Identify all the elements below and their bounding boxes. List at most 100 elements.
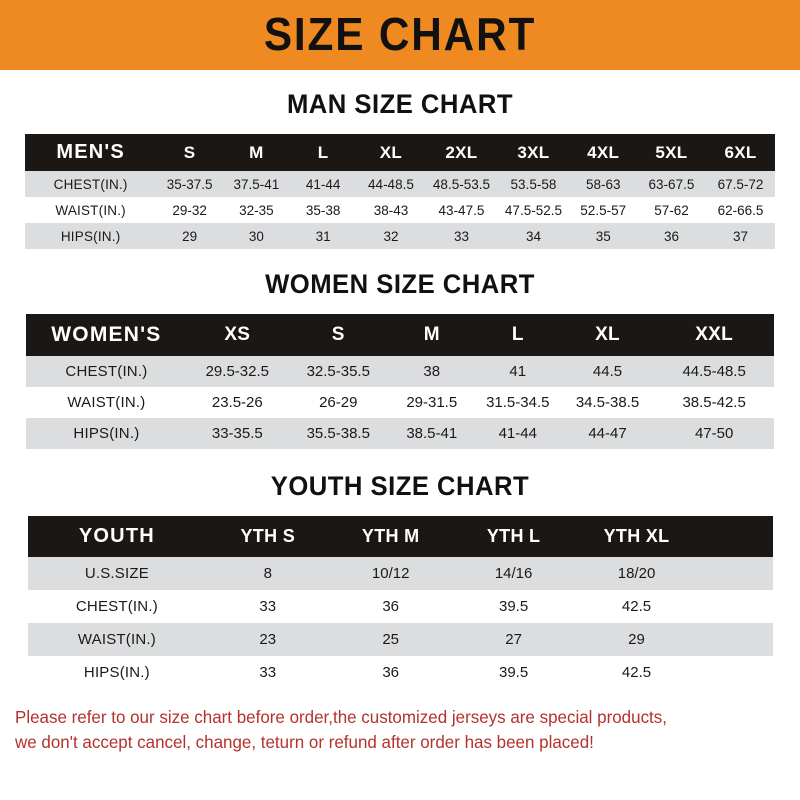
women-cell: 26-29 [287, 387, 389, 418]
youth-header-label: YOUTH [27, 516, 207, 557]
women-col-header: M [388, 314, 475, 356]
men-col-header: 5XL [636, 134, 706, 171]
women-cell: 44.5-48.5 [654, 356, 774, 387]
youth-header-row: YOUTH YTH S YTH M YTH L YTH XL [27, 516, 773, 557]
men-row-label: WAIST(IN.) [25, 197, 157, 223]
youth-cell-spacer [697, 557, 773, 590]
youth-cell-spacer [697, 590, 773, 623]
men-row-label: HIPS(IN.) [25, 223, 157, 249]
youth-size-table: YOUTH YTH S YTH M YTH L YTH XL U.S.SIZE … [27, 516, 773, 689]
men-cell: 33 [425, 223, 498, 249]
women-col-header: L [474, 314, 561, 356]
women-cell: 38.5-42.5 [654, 387, 774, 418]
women-row-label: CHEST(IN.) [26, 356, 187, 387]
women-cell: 31.5-34.5 [474, 387, 561, 418]
women-row-label: WAIST(IN.) [26, 387, 187, 418]
women-cell: 35.5-38.5 [287, 418, 389, 449]
youth-cell: 27 [452, 623, 576, 656]
table-row: HIPS(IN.) 33-35.5 35.5-38.5 38.5-41 41-4… [26, 418, 774, 449]
women-cell: 32.5-35.5 [287, 356, 389, 387]
men-header-row: MEN'S S M L XL 2XL 3XL 4XL 5XL 6XL [25, 134, 775, 171]
men-cell: 35 [569, 223, 637, 249]
table-row: WAIST(IN.) 29-32 32-35 35-38 38-43 43-47… [25, 197, 775, 223]
men-cell: 48.5-53.5 [425, 171, 498, 197]
youth-cell: 39.5 [452, 590, 576, 623]
youth-cell: 23 [206, 623, 330, 656]
youth-cell: 14/16 [452, 557, 576, 590]
youth-col-header: YTH S [206, 516, 330, 557]
youth-cell-spacer [697, 656, 773, 689]
youth-size-table-wrap: YOUTH YTH S YTH M YTH L YTH XL U.S.SIZE … [27, 516, 773, 689]
men-row-label: CHEST(IN.) [25, 171, 157, 197]
men-col-header: 3XL [497, 134, 570, 171]
youth-cell: 29 [575, 623, 698, 656]
men-col-header: M [222, 134, 290, 171]
men-col-header: L [289, 134, 357, 171]
youth-row-label: CHEST(IN.) [27, 590, 207, 623]
men-cell: 53.5-58 [497, 171, 570, 197]
men-col-header: XL [356, 134, 426, 171]
table-row: U.S.SIZE 8 10/12 14/16 18/20 [27, 557, 773, 590]
women-cell: 47-50 [654, 418, 774, 449]
men-cell: 67.5-72 [705, 171, 775, 197]
women-size-table-wrap: WOMEN'S XS S M L XL XXL CHEST(IN.) 29.5-… [26, 314, 774, 449]
women-cell: 29-31.5 [388, 387, 475, 418]
table-row: WAIST(IN.) 23 25 27 29 [27, 623, 773, 656]
order-policy-line-2: we don't accept cancel, change, teturn o… [15, 732, 594, 753]
men-cell: 36 [636, 223, 706, 249]
men-cell: 37.5-41 [222, 171, 290, 197]
page-title: SIZE CHART [263, 8, 537, 60]
women-cell: 23.5-26 [186, 387, 288, 418]
youth-cell: 33 [206, 656, 330, 689]
youth-cell: 10/12 [329, 557, 453, 590]
men-cell: 32-35 [222, 197, 290, 223]
youth-cell: 18/20 [575, 557, 698, 590]
women-header-row: WOMEN'S XS S M L XL XXL [26, 314, 774, 356]
table-row: CHEST(IN.) 35-37.5 37.5-41 41-44 44-48.5… [25, 171, 775, 197]
youth-cell: 39.5 [452, 656, 576, 689]
men-col-header: 4XL [569, 134, 637, 171]
youth-cell: 42.5 [575, 590, 698, 623]
section-title-women: WOMEN SIZE CHART [265, 269, 535, 299]
men-cell: 52.5-57 [569, 197, 637, 223]
men-col-header: S [156, 134, 223, 171]
women-cell: 34.5-38.5 [560, 387, 655, 418]
youth-cell: 25 [329, 623, 453, 656]
men-cell: 38-43 [356, 197, 426, 223]
youth-col-header: YTH L [452, 516, 576, 557]
men-cell: 31 [289, 223, 357, 249]
women-col-header: XXL [654, 314, 774, 356]
table-row: HIPS(IN.) 33 36 39.5 42.5 [27, 656, 773, 689]
table-row: WAIST(IN.) 23.5-26 26-29 29-31.5 31.5-34… [26, 387, 774, 418]
men-col-header: 2XL [425, 134, 498, 171]
men-cell: 41-44 [289, 171, 357, 197]
men-cell: 29-32 [156, 197, 223, 223]
women-cell: 41-44 [474, 418, 561, 449]
table-row: CHEST(IN.) 29.5-32.5 32.5-35.5 38 41 44.… [26, 356, 774, 387]
men-cell: 30 [222, 223, 290, 249]
men-cell: 32 [356, 223, 426, 249]
section-title-youth: YOUTH SIZE CHART [270, 471, 530, 501]
section-title-man: MAN SIZE CHART [286, 89, 514, 119]
women-cell: 38 [388, 356, 475, 387]
men-cell: 29 [156, 223, 223, 249]
women-col-header: XL [560, 314, 655, 356]
youth-cell-spacer [697, 623, 773, 656]
men-cell: 34 [497, 223, 570, 249]
youth-cell: 36 [329, 656, 453, 689]
women-cell: 44.5 [560, 356, 655, 387]
women-col-header: XS [186, 314, 288, 356]
youth-cell: 36 [329, 590, 453, 623]
youth-col-header: YTH M [329, 516, 453, 557]
table-row: CHEST(IN.) 33 36 39.5 42.5 [27, 590, 773, 623]
order-policy-note: Please refer to our size chart before or… [15, 705, 762, 756]
women-cell: 44-47 [560, 418, 655, 449]
women-row-label: HIPS(IN.) [26, 418, 187, 449]
women-col-header: S [287, 314, 389, 356]
youth-cell: 8 [206, 557, 330, 590]
table-row: HIPS(IN.) 29 30 31 32 33 34 35 36 37 [25, 223, 775, 249]
youth-col-header: YTH XL [575, 516, 698, 557]
men-cell: 47.5-52.5 [497, 197, 570, 223]
men-cell: 37 [705, 223, 775, 249]
youth-header-spacer [697, 516, 773, 557]
